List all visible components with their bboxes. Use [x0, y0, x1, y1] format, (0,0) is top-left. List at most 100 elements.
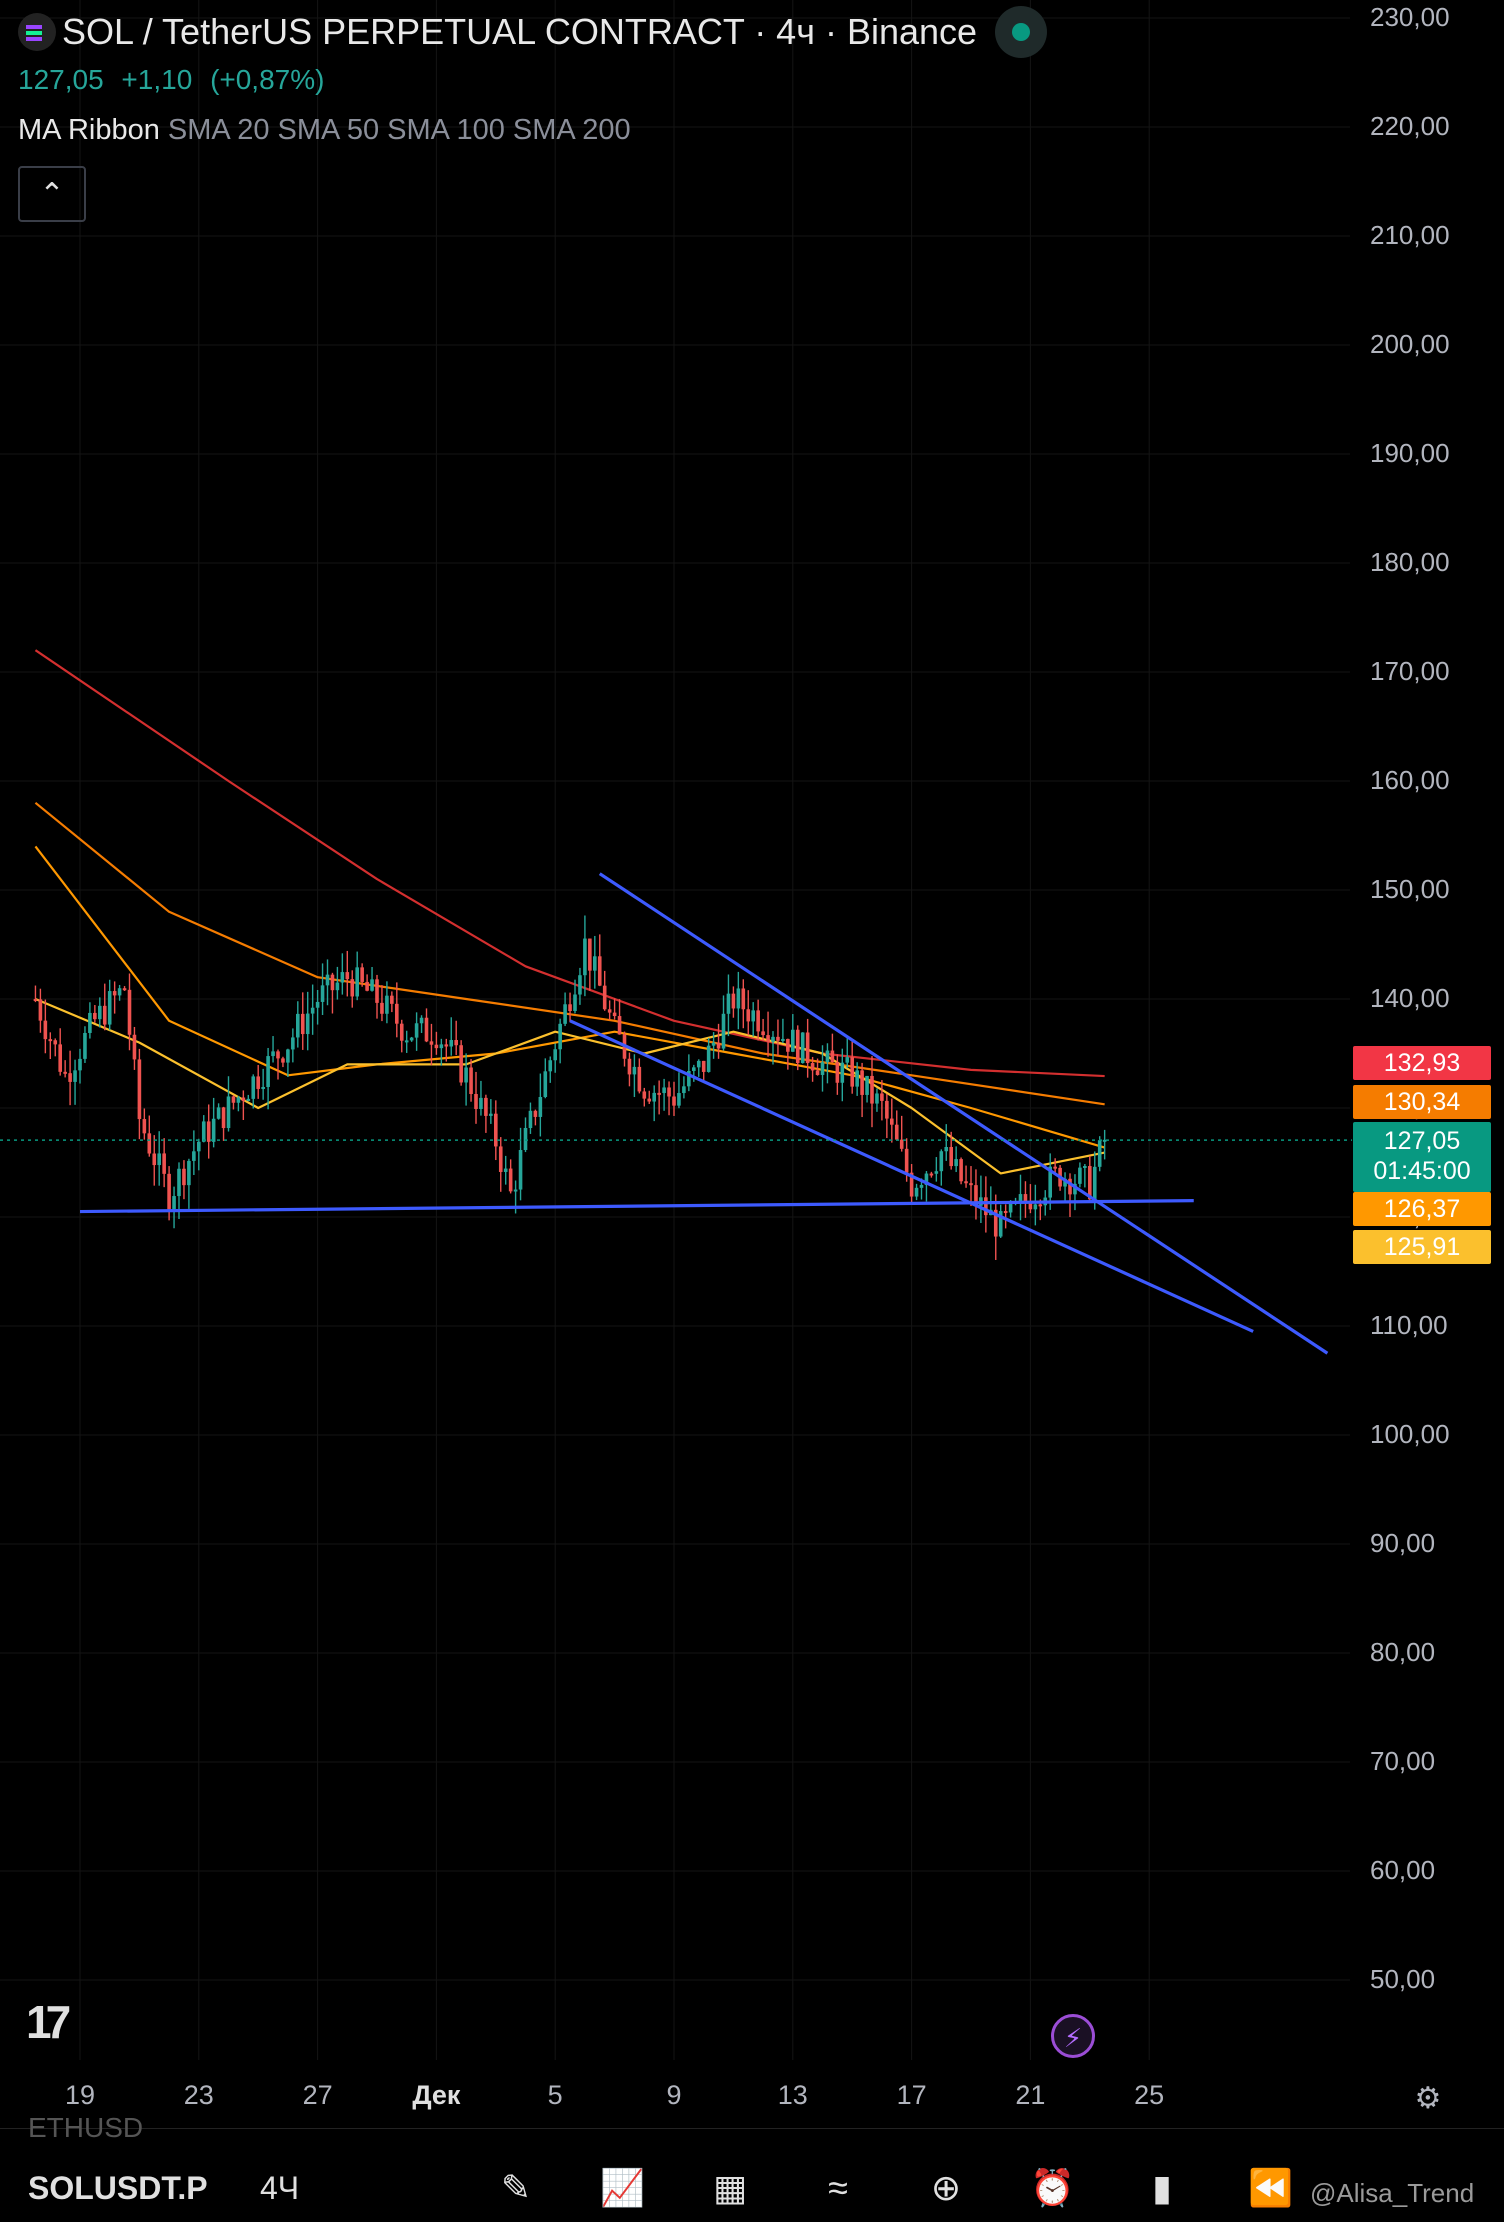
candle-body	[652, 1092, 656, 1102]
candle-body	[845, 1057, 850, 1063]
add-icon[interactable]: ⊕	[930, 2167, 962, 2208]
candle-body	[375, 979, 379, 1003]
price-tick-label: 160,00	[1370, 765, 1450, 795]
ma-line-sma-100	[34, 801, 1105, 1106]
candle-body	[776, 1036, 780, 1041]
tradingview-logo-icon: 17	[26, 1996, 71, 2048]
candle-body	[1083, 1166, 1087, 1169]
price-tick-label: 150,00	[1370, 874, 1450, 904]
candle-body	[513, 1189, 518, 1192]
time-tick-label: 17	[896, 2080, 927, 2110]
candle-body	[904, 1148, 909, 1173]
candle-body	[300, 1013, 305, 1035]
price-tick-label: 190,00	[1370, 438, 1450, 468]
candle-body	[607, 1009, 612, 1013]
indicator-name[interactable]: MA Ribbon	[18, 114, 160, 146]
gear-icon[interactable]: ⚙	[1414, 2082, 1442, 2115]
price-tick-label: 180,00	[1370, 547, 1450, 577]
candle-body	[1023, 1194, 1028, 1202]
trendline[interactable]	[569, 1019, 1254, 1333]
candle-body	[919, 1185, 924, 1188]
candle-body	[325, 974, 330, 986]
candle-body	[503, 1168, 508, 1172]
price-tag: 132,93	[1353, 1046, 1491, 1080]
candle-body	[107, 991, 112, 1025]
trendlines[interactable]	[79, 872, 1329, 1355]
collapse-legend-button[interactable]: ⌃	[18, 166, 86, 222]
candle-body	[1048, 1166, 1052, 1198]
price-tick-label: 210,00	[1370, 220, 1450, 250]
candle-body	[58, 1044, 62, 1072]
candle-body	[127, 989, 132, 1035]
indicators-icon[interactable]: 📈	[600, 2167, 645, 2208]
candle-body	[1102, 1139, 1107, 1142]
timeframe-button[interactable]: 4Ч	[260, 2170, 300, 2206]
candle-body	[805, 1032, 810, 1064]
price-tick-label: 230,00	[1370, 2, 1450, 32]
candle-body	[305, 1013, 310, 1035]
candle-body	[132, 1034, 137, 1060]
candle-body	[578, 975, 582, 995]
price-summary: 127,05 +1,10 (+0,87%)	[18, 64, 1047, 96]
candle-body	[177, 1168, 181, 1197]
candle-body	[964, 1181, 968, 1184]
candle-body	[355, 967, 359, 997]
candle-body	[657, 1092, 661, 1095]
price-tag: 127,05 01:45:00	[1353, 1122, 1491, 1192]
candle-body	[870, 1075, 874, 1104]
candle-body	[192, 1151, 196, 1161]
candle-body	[117, 988, 122, 996]
draw-icon[interactable]: ✎	[500, 2167, 532, 2208]
candle-body	[1097, 1140, 1102, 1167]
indicator-legend[interactable]: MA Ribbon SMA 20 SMA 50 SMA 100 SMA 200	[18, 114, 1047, 147]
candle-body	[984, 1197, 988, 1216]
candle-body	[172, 1196, 176, 1212]
candle-body	[33, 999, 38, 1001]
replay-icon[interactable]: ⏪	[1248, 2167, 1293, 2208]
solana-icon[interactable]	[18, 13, 56, 51]
candle-body	[593, 956, 597, 971]
price-change-pct: (+0,87%)	[210, 64, 325, 95]
symbol-button[interactable]: SOLUSDT.P	[28, 2170, 208, 2206]
price-tick-label: 70,00	[1370, 1746, 1436, 1776]
candle-body	[335, 982, 340, 991]
compare-icon[interactable]: ≈	[828, 2167, 848, 2208]
author-watermark: @Alisa_Trend	[1310, 2178, 1475, 2208]
candle-body	[246, 1098, 251, 1102]
candle-body	[716, 1042, 721, 1049]
candle-body	[840, 1062, 845, 1083]
candle-body	[454, 1040, 458, 1046]
candle-body	[711, 1042, 716, 1046]
candles-icon[interactable]: ▮	[1152, 2167, 1172, 2208]
candle-body	[771, 1036, 775, 1042]
candle-body	[201, 1121, 206, 1142]
candle-body	[890, 1118, 894, 1125]
symbol-title[interactable]: SOL / TetherUS PERPETUAL CONTRACT · 4ч ·…	[62, 11, 978, 52]
candle-body	[672, 1096, 676, 1106]
candle-body	[1038, 1204, 1043, 1207]
price-tick-label: 80,00	[1370, 1637, 1436, 1667]
candle-body	[914, 1187, 919, 1197]
candle-body	[894, 1124, 899, 1140]
candle-body	[409, 1037, 414, 1041]
lightning-icon[interactable]: ⚡	[1051, 2014, 1095, 2058]
trendline[interactable]	[598, 872, 1329, 1355]
market-status-icon[interactable]	[995, 6, 1048, 58]
candle-body	[439, 1044, 444, 1049]
candle-body	[43, 1020, 48, 1040]
candle-body	[1088, 1166, 1092, 1200]
ma-ribbon	[34, 649, 1105, 1175]
candle-body	[1008, 1202, 1013, 1213]
trendline[interactable]	[79, 1199, 1194, 1214]
candle-body	[261, 1086, 265, 1089]
time-tick-label: 25	[1134, 2080, 1165, 2110]
candle-body	[424, 1017, 429, 1042]
candle-body	[662, 1087, 666, 1094]
candle-body	[464, 1067, 468, 1083]
candle-body	[365, 981, 369, 991]
layout-icon[interactable]: ▦	[712, 2167, 747, 2208]
alert-icon[interactable]: ⏰	[1030, 2167, 1075, 2208]
candle-body	[533, 1110, 538, 1117]
candle-body	[484, 1097, 488, 1116]
